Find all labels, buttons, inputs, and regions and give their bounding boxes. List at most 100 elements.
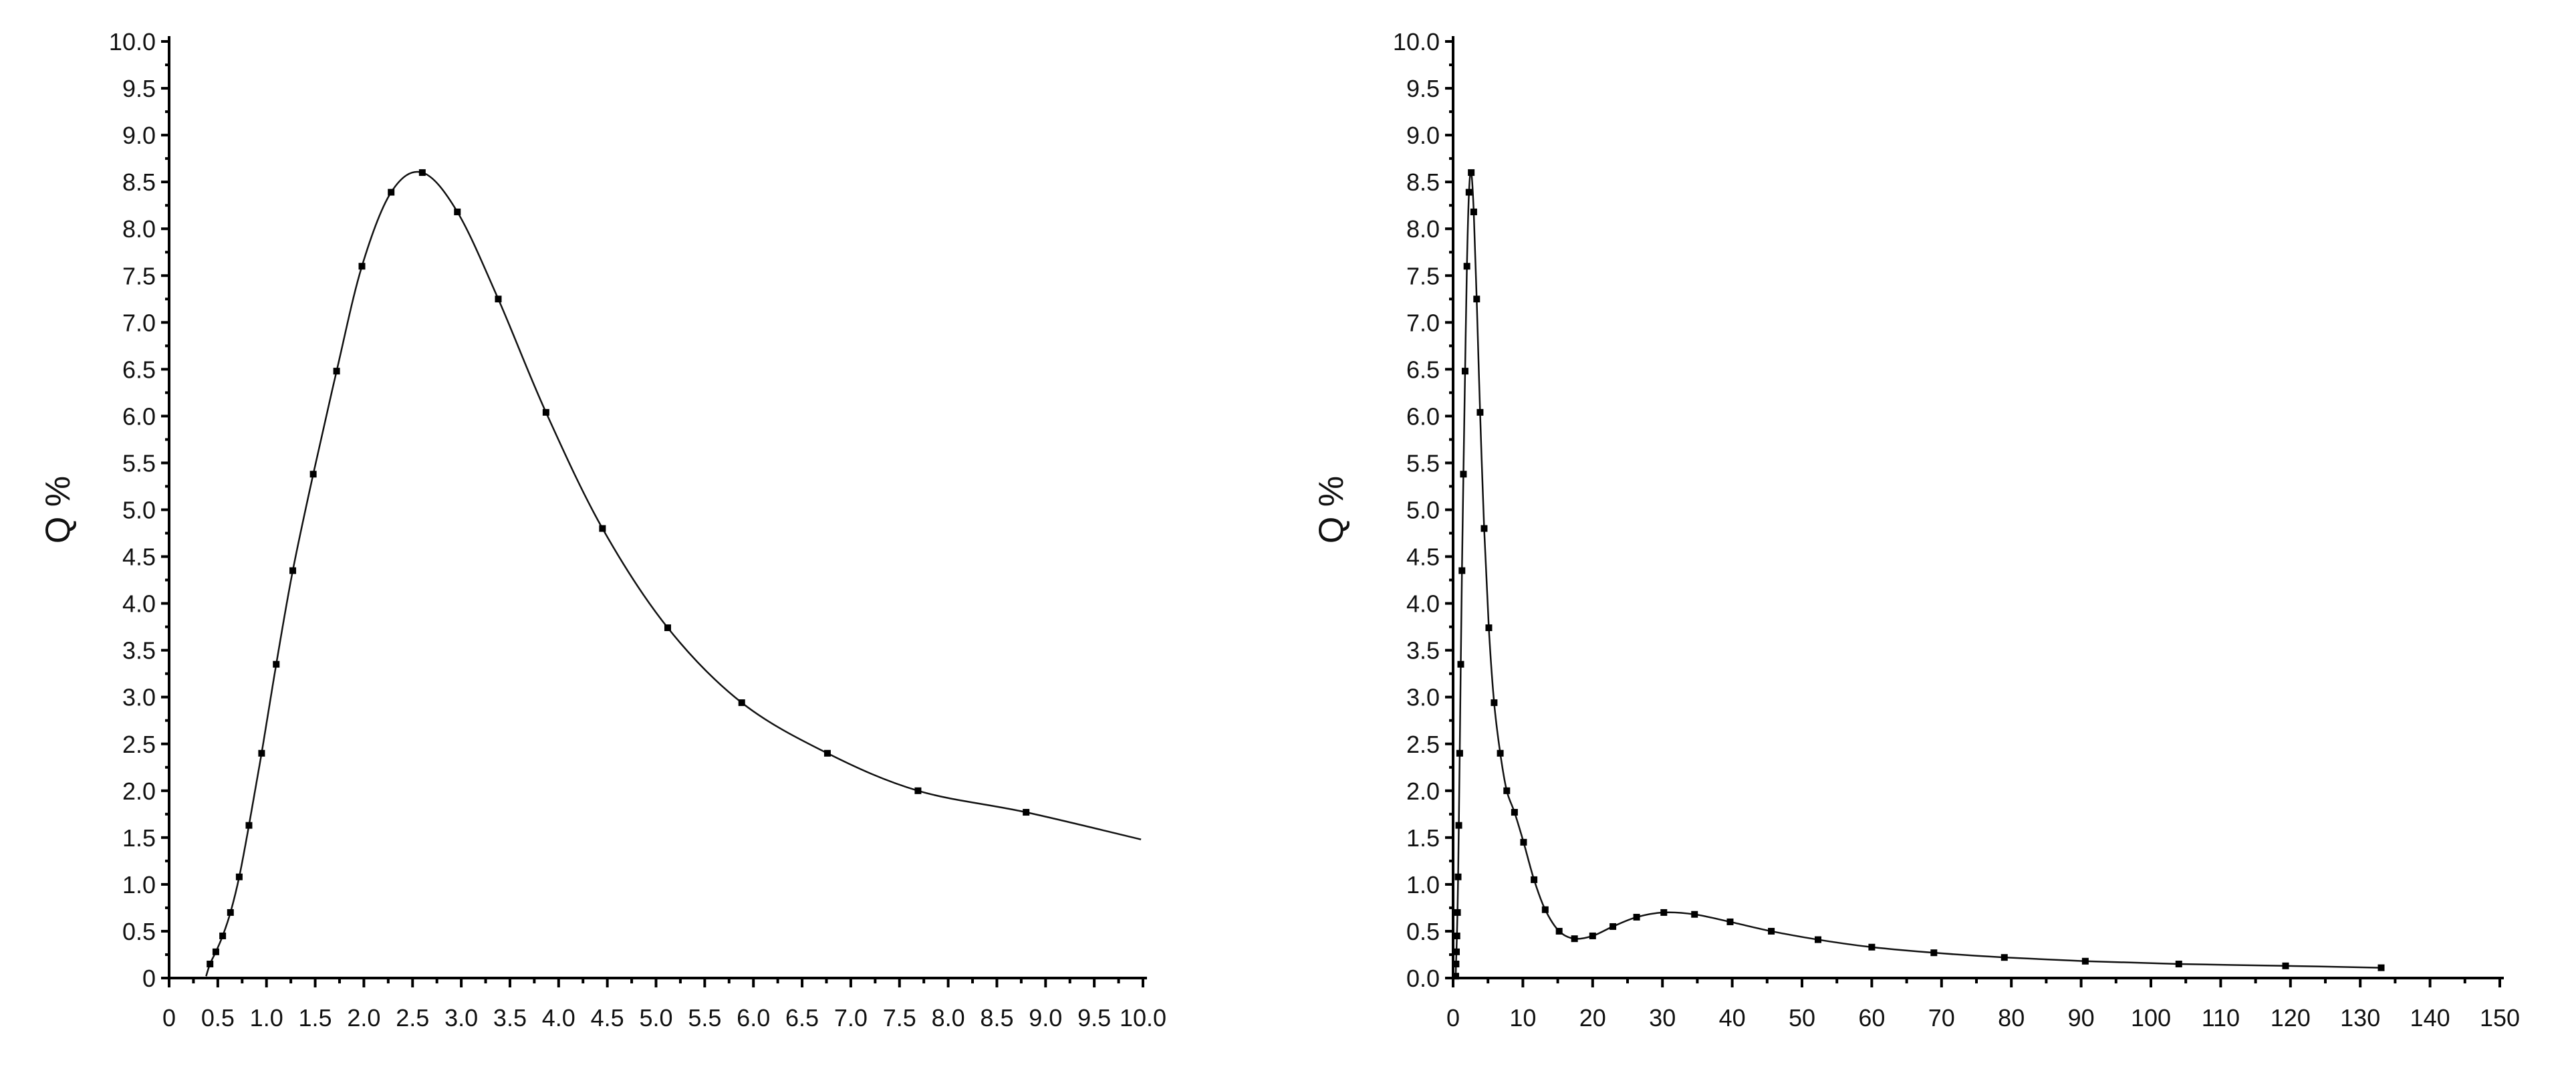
y-tick-label: 8.5 [1406,168,1440,196]
data-point [309,471,317,478]
y-tick-label: 2.0 [122,777,156,805]
y-tick-label: 8.0 [122,215,156,243]
series-line [1454,170,2381,977]
data-point [1497,749,1504,757]
y-tick-label: 9.0 [122,122,156,149]
x-tick-label: 10.0 [1120,1004,1166,1032]
y-tick-label: 2.0 [1406,777,1440,805]
data-point [1691,911,1698,918]
x-tick-label: 0 [1446,1004,1460,1032]
data-point [1571,935,1578,943]
data-point [333,368,340,375]
y-tick-label: 10.0 [109,28,156,55]
y-tick-label: 0 [142,965,156,992]
x-tick-label: 5.5 [688,1004,721,1032]
y-axis-title: Q % [39,476,78,544]
y-tick-label: 9.5 [1406,75,1440,102]
y-tick-label: 5.5 [1406,449,1440,477]
data-point [1930,949,1938,957]
x-tick-label: 50 [1789,1004,1815,1032]
y-tick-label: 1.0 [122,871,156,898]
y-tick-label: 9.5 [122,75,156,102]
y-tick-label: 4.5 [122,544,156,571]
data-point [664,624,671,632]
y-tick-label: 5.0 [122,497,156,524]
y-tick-label: 8.0 [1406,215,1440,243]
y-tick-label: 6.0 [1406,402,1440,430]
data-point [1453,932,1460,939]
y-tick-label: 2.5 [1406,731,1440,758]
y-tick-label: 4.5 [1406,544,1440,571]
data-point [245,822,253,829]
data-point [1633,913,1640,921]
data-point [738,699,745,707]
x-tick-label: 2.0 [347,1004,380,1032]
data-point [2377,964,2385,971]
y-tick-label: 5.0 [1406,497,1440,524]
x-tick-label: 60 [1858,1004,1885,1032]
data-point [1473,295,1480,303]
x-tick-label: 8.0 [932,1004,965,1032]
x-tick-label: 4.5 [591,1004,624,1032]
x-tick-label: 110 [2202,1004,2240,1032]
x-tick-label: 130 [2340,1004,2380,1032]
data-point [1452,960,1460,967]
y-tick-label: 0.5 [122,918,156,945]
x-tick-label: 10 [1509,1004,1536,1032]
x-tick-label: 40 [1719,1004,1746,1032]
y-tick-label: 1.0 [1406,871,1440,898]
data-point [1456,749,1463,757]
data-point [1470,208,1477,215]
x-tick-label: 6.0 [737,1004,770,1032]
data-point [273,660,280,668]
data-point [235,873,243,880]
x-tick-label: 7.5 [883,1004,916,1032]
x-tick-label: 1.0 [250,1004,283,1032]
data-point [219,932,227,939]
x-tick-label: 70 [1928,1004,1955,1032]
x-tick-label: 8.5 [980,1004,1013,1032]
y-tick-label: 3.0 [1406,684,1440,711]
x-tick-label: 150 [2480,1004,2520,1032]
data-point [1589,932,1596,939]
y-tick-label: 1.5 [122,824,156,852]
y-tick-label: 6.5 [1406,356,1440,383]
y-tick-label: 0.0 [1406,965,1440,992]
y-tick-label: 7.0 [122,309,156,336]
data-point [914,787,922,794]
y-tick-label: 7.0 [1406,309,1440,336]
data-point [1503,787,1511,794]
y-tick-label: 3.5 [122,637,156,665]
data-point [1465,189,1472,196]
data-point [2081,957,2089,965]
y-tick-label: 7.5 [122,262,156,289]
x-tick-label: 9.0 [1029,1004,1062,1032]
y-tick-label: 4.0 [1406,590,1440,618]
data-point [1491,699,1498,707]
y-tick-label: 6.5 [122,356,156,383]
x-tick-label: 140 [2410,1004,2450,1032]
x-tick-label: 5.0 [639,1004,672,1032]
data-point [1726,918,1734,925]
y-tick-label: 1.5 [1406,824,1440,852]
data-point [227,909,234,916]
data-point [454,208,461,215]
x-tick-label: 2.5 [396,1004,429,1032]
x-tick-label: 1.5 [299,1004,332,1032]
x-tick-label: 0.5 [201,1004,235,1032]
data-point [1555,927,1563,935]
y-tick-label: 0.5 [1406,918,1440,945]
data-point [1660,909,1668,916]
x-tick-label: 120 [2271,1004,2311,1032]
y-tick-label: 4.0 [122,590,156,618]
chart-left: 0 0.5 1.0 1.5 2.0 2.5 3.0 3.5 4.0 4.5 5.0 5.5 6.0 6.5… [39,28,1166,1032]
y-tick-label: 8.5 [122,168,156,196]
y-tick-label: 2.5 [122,731,156,758]
data-point [1485,624,1493,632]
data-point [1461,368,1468,375]
x-tick-label: 9.5 [1077,1004,1111,1032]
data-point [207,960,214,967]
data-point [823,749,831,757]
data-point [1454,873,1462,880]
data-point [388,189,395,196]
